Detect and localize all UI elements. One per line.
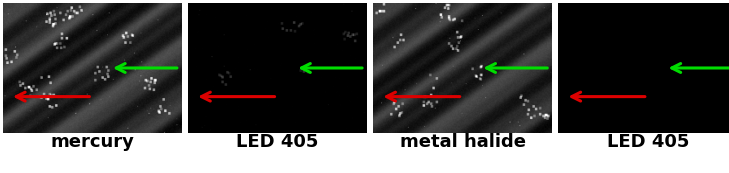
Text: mercury: mercury bbox=[50, 133, 134, 151]
Text: LED 405: LED 405 bbox=[607, 133, 689, 151]
Text: LED 405: LED 405 bbox=[236, 133, 319, 151]
Text: metal halide: metal halide bbox=[399, 133, 526, 151]
